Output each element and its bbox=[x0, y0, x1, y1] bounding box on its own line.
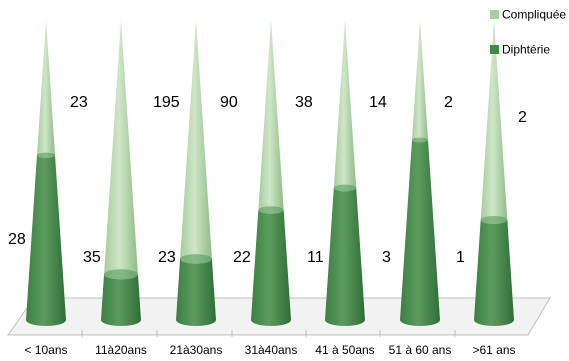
data-label-complication-2: 90 bbox=[220, 94, 238, 111]
bar-diphtheria-4 bbox=[325, 188, 365, 326]
data-label-complication-4: 14 bbox=[369, 94, 387, 111]
cone-5 bbox=[400, 20, 440, 326]
legend-item-diphtheria: Diphtérie bbox=[490, 43, 550, 57]
data-label-complication-5: 2 bbox=[444, 94, 453, 111]
data-label-complication-1: 195 bbox=[153, 94, 180, 111]
cone-6 bbox=[474, 20, 514, 326]
data-label-diphtheria-3: 22 bbox=[233, 249, 251, 266]
bar-diphtheria-5 bbox=[400, 140, 440, 326]
legend-label-complication: Compliquée bbox=[502, 8, 566, 22]
x-tick-label-3: 31à40ans bbox=[245, 343, 298, 357]
legend-swatch-diphtheria bbox=[490, 45, 499, 54]
x-tick-label-4: 41 à 50ans bbox=[315, 343, 374, 357]
bar-diphtheria-0 bbox=[26, 155, 66, 326]
data-label-diphtheria-1: 35 bbox=[83, 249, 101, 266]
bar-diphtheria-2 bbox=[176, 258, 216, 326]
data-label-diphtheria-6: 1 bbox=[456, 249, 465, 266]
bar-diphtheria-6 bbox=[474, 220, 514, 326]
x-tick-label-6: >61 ans bbox=[472, 343, 515, 357]
cone-3 bbox=[251, 20, 291, 326]
segment-boundary-0 bbox=[36, 152, 56, 158]
x-axis-tick-labels: < 10ans 11à20ans 21à30ans 31à40ans 41 à 50an… bbox=[24, 343, 515, 357]
bar-complication-5 bbox=[412, 20, 428, 143]
legend-item-complication: Compliquée bbox=[490, 8, 566, 22]
segment-boundary-6 bbox=[480, 216, 508, 224]
bar-complication-4 bbox=[333, 20, 357, 192]
cone-0 bbox=[26, 20, 66, 326]
bar-diphtheria-1 bbox=[101, 274, 141, 326]
cone-1 bbox=[101, 20, 141, 326]
segment-boundary-3 bbox=[258, 206, 284, 214]
x-tick-label-1: 11à20ans bbox=[95, 343, 147, 357]
cone-2 bbox=[176, 20, 216, 326]
segment-boundary-5 bbox=[412, 137, 428, 143]
x-tick-label-2: 21à30ans bbox=[170, 343, 223, 357]
bar-complication-2 bbox=[180, 20, 212, 264]
value-labels: 28 23 35 195 23 90 22 38 11 14 3 2 1 2 bbox=[8, 94, 527, 266]
data-label-diphtheria-2: 23 bbox=[158, 249, 176, 266]
legend-swatch-complication bbox=[490, 10, 499, 19]
data-label-complication-3: 38 bbox=[295, 94, 313, 111]
bar-complication-1 bbox=[104, 20, 138, 280]
x-axis-ticks bbox=[81, 330, 456, 337]
data-label-diphtheria-0: 28 bbox=[8, 231, 26, 248]
x-tick-label-5: 51 à 60 ans bbox=[389, 343, 452, 357]
data-label-diphtheria-4: 11 bbox=[307, 249, 324, 266]
legend-label-diphtheria: Diphtérie bbox=[502, 43, 550, 57]
legend: Compliquée Diphtérie bbox=[490, 8, 566, 57]
cones bbox=[26, 20, 514, 326]
segment-boundary-1 bbox=[104, 269, 138, 280]
data-label-complication-0: 23 bbox=[70, 94, 88, 111]
cone-4 bbox=[325, 20, 365, 326]
bar-complication-6 bbox=[480, 20, 508, 224]
bar-complication-3 bbox=[258, 20, 284, 214]
data-label-complication-6: 2 bbox=[518, 109, 527, 126]
data-label-diphtheria-5: 3 bbox=[382, 249, 391, 266]
segment-boundary-4 bbox=[333, 184, 357, 192]
bar-complication-0 bbox=[36, 20, 56, 158]
segment-boundary-2 bbox=[180, 254, 212, 264]
bar-diphtheria-3 bbox=[251, 210, 291, 326]
x-tick-label-0: < 10ans bbox=[24, 343, 67, 357]
